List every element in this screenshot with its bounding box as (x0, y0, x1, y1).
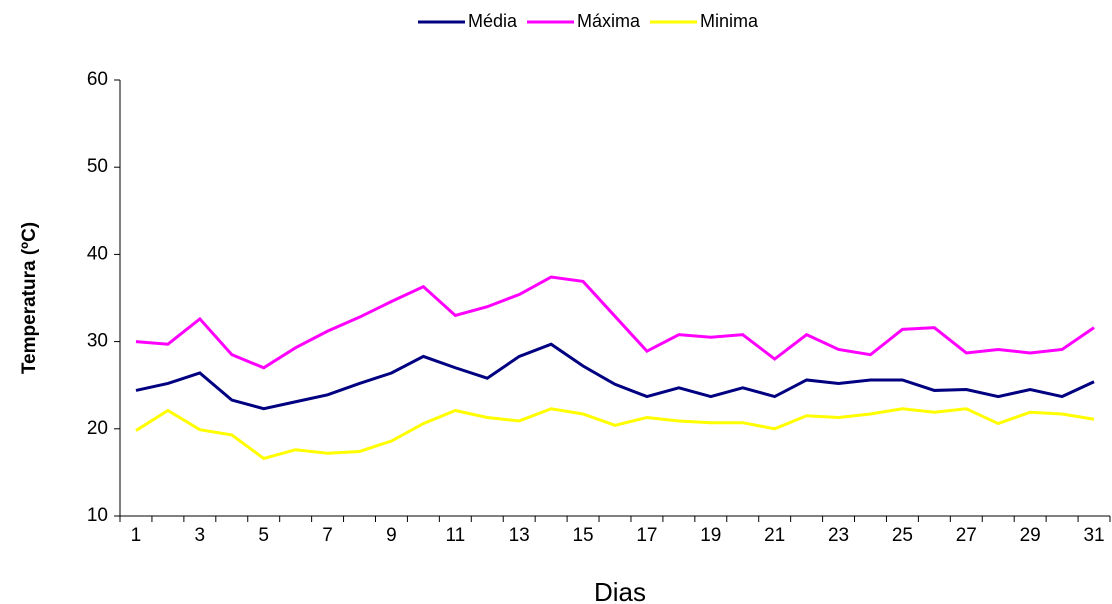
series-line (135, 407, 1095, 461)
legend-label: Minima (700, 11, 759, 31)
x-tick-label: 27 (956, 525, 977, 546)
y-tick-label: 30 (87, 331, 108, 352)
x-tick-label: 5 (258, 525, 269, 546)
x-tick-label: 19 (700, 525, 721, 546)
x-tick-label: 25 (892, 525, 913, 546)
x-tick-label: 23 (828, 525, 849, 546)
x-tick-label: 1 (131, 525, 142, 546)
y-tick-label: 40 (87, 243, 108, 264)
legend-label: Média (468, 11, 518, 31)
y-axis-title: Temperatura (ºC) (19, 222, 40, 374)
x-tick-label: 13 (509, 525, 530, 546)
x-tick-label: 29 (1020, 525, 1041, 546)
y-tick-label: 60 (87, 69, 108, 90)
x-tick-label: 21 (764, 525, 785, 546)
y-tick-label: 10 (87, 505, 108, 526)
series-line (135, 275, 1095, 370)
x-tick-label: 3 (195, 525, 206, 546)
x-tick-label: 7 (322, 525, 333, 546)
x-tick-label: 9 (386, 525, 397, 546)
x-tick-label: 11 (445, 525, 465, 546)
y-tick-label: 20 (87, 418, 108, 439)
x-tick-label: 15 (572, 525, 593, 546)
y-tick-label: 50 (87, 156, 108, 177)
series-line (135, 342, 1095, 411)
x-axis-title: Dias (594, 577, 646, 604)
x-tick-label: 17 (636, 525, 657, 546)
legend-label: Máxima (577, 11, 641, 31)
x-tick-label: 31 (1083, 525, 1104, 546)
